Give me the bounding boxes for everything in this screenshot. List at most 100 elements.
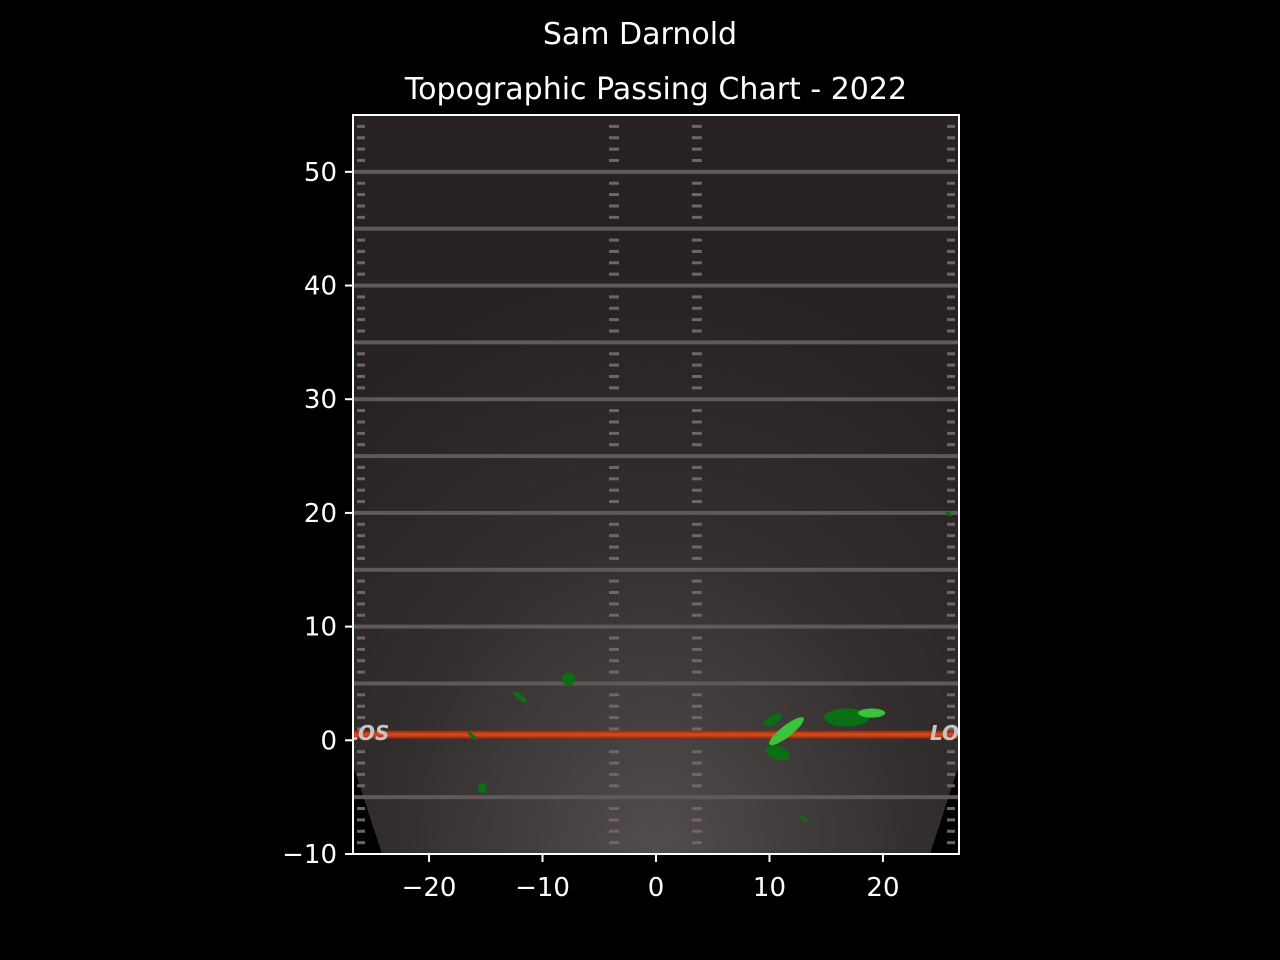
hash-mark	[357, 784, 365, 788]
hash-mark	[947, 636, 955, 640]
hash-mark	[357, 147, 365, 151]
hash-mark	[357, 522, 365, 526]
hash-mark	[357, 420, 365, 424]
hash-mark	[609, 556, 620, 560]
hash-mark	[357, 727, 365, 731]
hash-mark	[357, 534, 365, 538]
hash-mark	[691, 613, 702, 617]
line-of-scrimmage	[353, 730, 959, 739]
hash-mark	[691, 636, 702, 640]
hash-mark	[609, 477, 620, 481]
hash-mark	[947, 147, 955, 151]
hash-mark	[609, 579, 620, 583]
hash-mark	[357, 261, 365, 265]
hash-mark	[609, 158, 620, 162]
hash-mark	[691, 318, 702, 322]
yard-line	[353, 624, 959, 629]
hash-mark	[609, 784, 620, 788]
hash-mark	[609, 761, 620, 765]
yard-line	[353, 681, 959, 686]
hash-mark	[609, 829, 620, 833]
hash-mark	[609, 591, 620, 595]
hash-mark	[609, 659, 620, 663]
hash-mark	[609, 329, 620, 333]
hash-mark	[691, 409, 702, 413]
y-tick-label: 0	[320, 726, 337, 756]
hash-mark	[357, 647, 365, 651]
hash-mark	[691, 124, 702, 128]
hash-mark	[357, 443, 365, 447]
hash-mark	[947, 204, 955, 208]
hash-mark	[357, 318, 365, 322]
hash-mark	[691, 534, 702, 538]
hash-mark	[609, 238, 620, 242]
y-tick-label: 30	[304, 385, 337, 415]
hash-mark	[357, 181, 365, 185]
yard-lines	[353, 169, 959, 800]
hash-mark	[947, 318, 955, 322]
hash-mark	[357, 329, 365, 333]
yard-line	[353, 397, 959, 402]
y-tick-label: 50	[304, 158, 337, 188]
hash-mark	[357, 750, 365, 754]
hash-mark	[691, 659, 702, 663]
axes: −20 −10 0 10 20 −10 0 10 20 30 40 50	[282, 158, 899, 903]
hash-mark	[947, 545, 955, 549]
hash-mark	[947, 591, 955, 595]
hash-mark	[609, 420, 620, 424]
chart-suptitle: Sam Darnold	[543, 17, 737, 52]
hash-mark	[357, 602, 365, 606]
hash-mark	[691, 181, 702, 185]
hash-mark	[691, 329, 702, 333]
hash-mark	[691, 807, 702, 811]
hash-mark	[691, 147, 702, 151]
hash-mark	[357, 238, 365, 242]
hash-mark	[609, 545, 620, 549]
hash-mark	[691, 647, 702, 651]
hash-mark	[947, 215, 955, 219]
hash-mark	[691, 784, 702, 788]
yard-line	[353, 795, 959, 800]
hash-mark	[357, 215, 365, 219]
hash-mark	[609, 522, 620, 526]
hash-mark	[947, 670, 955, 674]
hash-mark	[947, 522, 955, 526]
hash-mark	[947, 124, 955, 128]
density-region	[769, 717, 804, 746]
hash-mark	[691, 670, 702, 674]
hash-mark	[609, 818, 620, 822]
hash-mark	[947, 818, 955, 822]
hash-mark	[609, 443, 620, 447]
x-tick-label: −20	[402, 873, 457, 903]
hash-mark	[691, 431, 702, 435]
hash-mark	[691, 215, 702, 219]
y-tick-label: 20	[304, 499, 337, 529]
hash-mark	[357, 841, 365, 845]
hash-mark	[947, 249, 955, 253]
hash-mark	[357, 659, 365, 663]
density-region	[513, 691, 527, 703]
density-region	[561, 672, 576, 686]
hash-mark	[691, 772, 702, 776]
hash-mark	[609, 147, 620, 151]
hash-mark	[609, 704, 620, 708]
yard-line	[353, 283, 959, 288]
hash-mark	[947, 500, 955, 504]
hash-mark	[357, 716, 365, 720]
hash-mark	[609, 772, 620, 776]
chart-title: Topographic Passing Chart - 2022	[404, 72, 907, 107]
hash-mark	[947, 363, 955, 367]
hash-mark	[947, 193, 955, 197]
hash-mark	[609, 431, 620, 435]
hash-mark	[947, 329, 955, 333]
hash-mark	[609, 465, 620, 469]
hash-mark	[609, 318, 620, 322]
hash-mark	[947, 556, 955, 560]
hash-mark	[357, 772, 365, 776]
hash-mark	[609, 534, 620, 538]
y-tick-label: −10	[282, 840, 337, 870]
hash-mark	[947, 761, 955, 765]
hash-mark	[691, 579, 702, 583]
hash-mark	[691, 272, 702, 276]
hash-mark	[947, 693, 955, 697]
